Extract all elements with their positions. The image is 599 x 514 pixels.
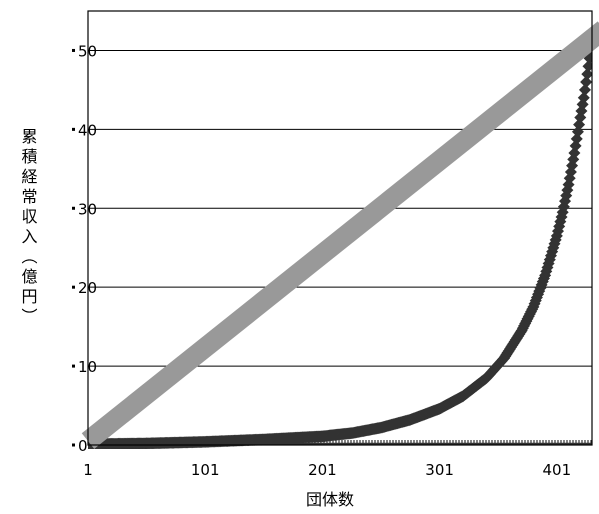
x-tick-label: 201: [308, 461, 337, 479]
data-point-marker: [577, 91, 590, 104]
y-tick-mark: [72, 364, 75, 368]
data-point-marker: [580, 76, 592, 89]
x-tick-label: 401: [543, 461, 572, 479]
y-axis-title: 累積経常収入（億円）: [19, 128, 38, 328]
y-tick-mark: [72, 127, 75, 131]
y-tick-mark: [72, 443, 75, 447]
y-tick-mark: [72, 48, 75, 52]
series-cumulative: [88, 36, 592, 449]
gridlines: [88, 49, 592, 367]
series-layer: [81, 21, 599, 449]
data-point-marker: [578, 83, 591, 96]
y-tick-mark: [72, 206, 75, 210]
y-tick-mark: [72, 285, 75, 289]
x-tick-label: 1: [83, 461, 93, 479]
x-tick-label: 301: [425, 461, 454, 479]
x-axis-ticks: 1 101 201 301 401: [83, 461, 571, 479]
plot-frame: [87, 10, 593, 446]
x-axis-title: 団体数: [306, 490, 354, 509]
series-equality-line: [81, 21, 599, 449]
y-tick-label: 0: [78, 437, 88, 455]
x-tick-label: 101: [191, 461, 220, 479]
